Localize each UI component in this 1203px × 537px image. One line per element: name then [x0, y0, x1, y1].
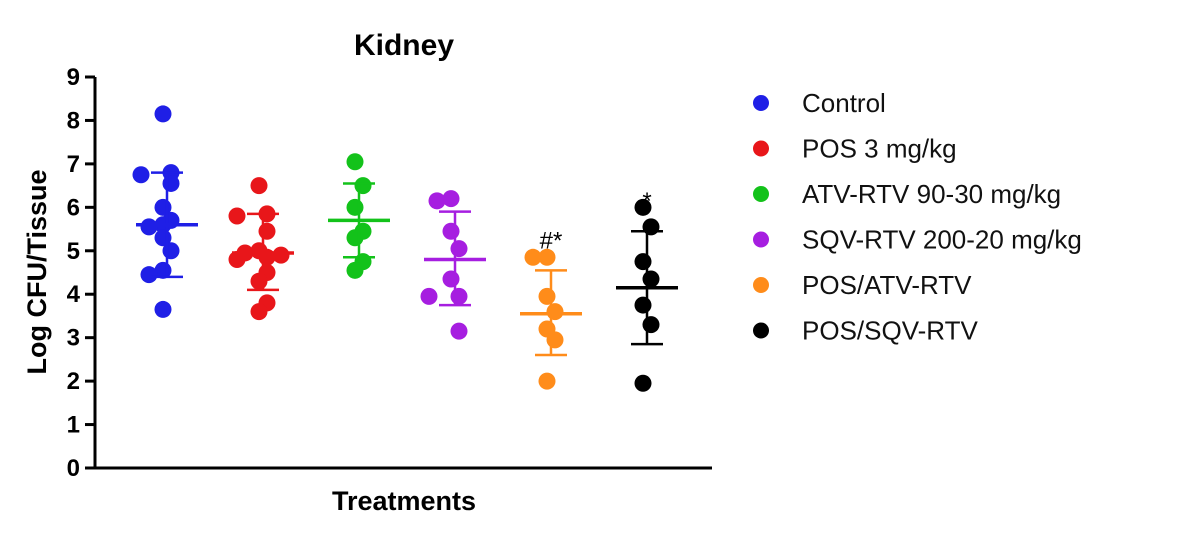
data-point	[346, 198, 364, 216]
significance-annotation: #*	[540, 227, 563, 254]
group-3	[420, 190, 486, 340]
legend-item: SQV-RTV 200-20 mg/kg	[753, 225, 1082, 255]
data-point	[354, 177, 372, 195]
data-point	[642, 316, 660, 334]
significance-annotation: *	[642, 188, 651, 215]
legend-item: POS 3 mg/kg	[753, 134, 957, 164]
legend-marker	[753, 186, 769, 202]
data-point	[642, 218, 660, 236]
data-point	[346, 261, 364, 279]
legend-label: POS/ATV-RTV	[802, 270, 972, 300]
data-point	[450, 240, 468, 258]
legend: Control POS 3 mg/kg ATV-RTV 90-30 mg/kg SQV…	[753, 88, 1082, 346]
legend-marker	[753, 322, 769, 339]
data-point	[346, 153, 364, 171]
data-point	[154, 300, 172, 318]
data-point	[250, 272, 268, 290]
data-point	[442, 222, 460, 240]
treatment-groups: #* *	[132, 105, 678, 392]
y-axis-ticks: 0 1 2 3 4 5 6 7 8 9	[67, 64, 95, 482]
data-point	[140, 218, 158, 236]
data-point	[154, 105, 172, 123]
data-point	[524, 248, 542, 266]
legend-item: Control	[753, 88, 886, 118]
legend-item: POS/ATV-RTV	[753, 270, 972, 300]
y-tick-label: 9	[67, 64, 80, 91]
data-point	[162, 242, 180, 260]
y-tick-label: 2	[67, 368, 80, 395]
legend-label: ATV-RTV 90-30 mg/kg	[802, 179, 1061, 209]
group-5: *	[616, 188, 678, 392]
group-2	[328, 153, 390, 279]
y-tick-label: 1	[67, 412, 80, 439]
legend-label: POS 3 mg/kg	[802, 134, 957, 164]
y-tick-label: 5	[67, 238, 80, 265]
legend-item: ATV-RTV 90-30 mg/kg	[753, 179, 1061, 209]
data-point	[428, 192, 446, 210]
data-point	[272, 246, 290, 264]
legend-marker	[753, 277, 769, 293]
legend-label: Control	[802, 88, 886, 118]
data-point	[258, 222, 276, 240]
data-point	[132, 166, 150, 184]
data-point	[420, 287, 438, 305]
data-point	[634, 374, 652, 392]
x-axis-title: Treatments	[332, 486, 476, 516]
data-point	[634, 198, 652, 216]
y-tick-label: 0	[67, 455, 80, 482]
legend-marker	[753, 231, 769, 248]
y-tick-label: 7	[67, 151, 80, 178]
y-axis-title: Log CFU/Tissue	[22, 169, 52, 374]
data-point	[538, 372, 556, 390]
data-point	[250, 177, 268, 195]
y-tick-label: 6	[67, 194, 80, 221]
data-point	[546, 303, 564, 321]
data-point	[450, 322, 468, 340]
group-1	[228, 177, 294, 321]
chart-title: Kidney	[354, 29, 454, 62]
y-tick-label: 8	[67, 107, 80, 134]
legend-item: POS/SQV-RTV	[753, 316, 978, 346]
legend-label: SQV-RTV 200-20 mg/kg	[802, 225, 1082, 255]
legend-marker	[753, 95, 769, 111]
data-point	[442, 270, 460, 288]
data-point	[634, 296, 652, 314]
data-point	[250, 303, 268, 321]
group-0	[132, 105, 198, 318]
data-point	[538, 287, 556, 305]
data-point	[228, 207, 246, 225]
data-point	[634, 253, 652, 271]
data-point	[228, 250, 246, 268]
data-point	[140, 266, 158, 284]
data-point	[538, 248, 556, 266]
data-point	[642, 270, 660, 288]
group-4: #*	[520, 227, 582, 390]
y-tick-label: 4	[67, 281, 81, 308]
data-point	[162, 174, 180, 192]
legend-marker	[753, 140, 769, 157]
data-point	[442, 190, 460, 208]
data-point	[546, 331, 564, 349]
data-point	[346, 229, 364, 247]
data-point	[450, 287, 468, 305]
y-tick-label: 3	[67, 325, 80, 352]
legend-label: POS/SQV-RTV	[802, 316, 978, 346]
